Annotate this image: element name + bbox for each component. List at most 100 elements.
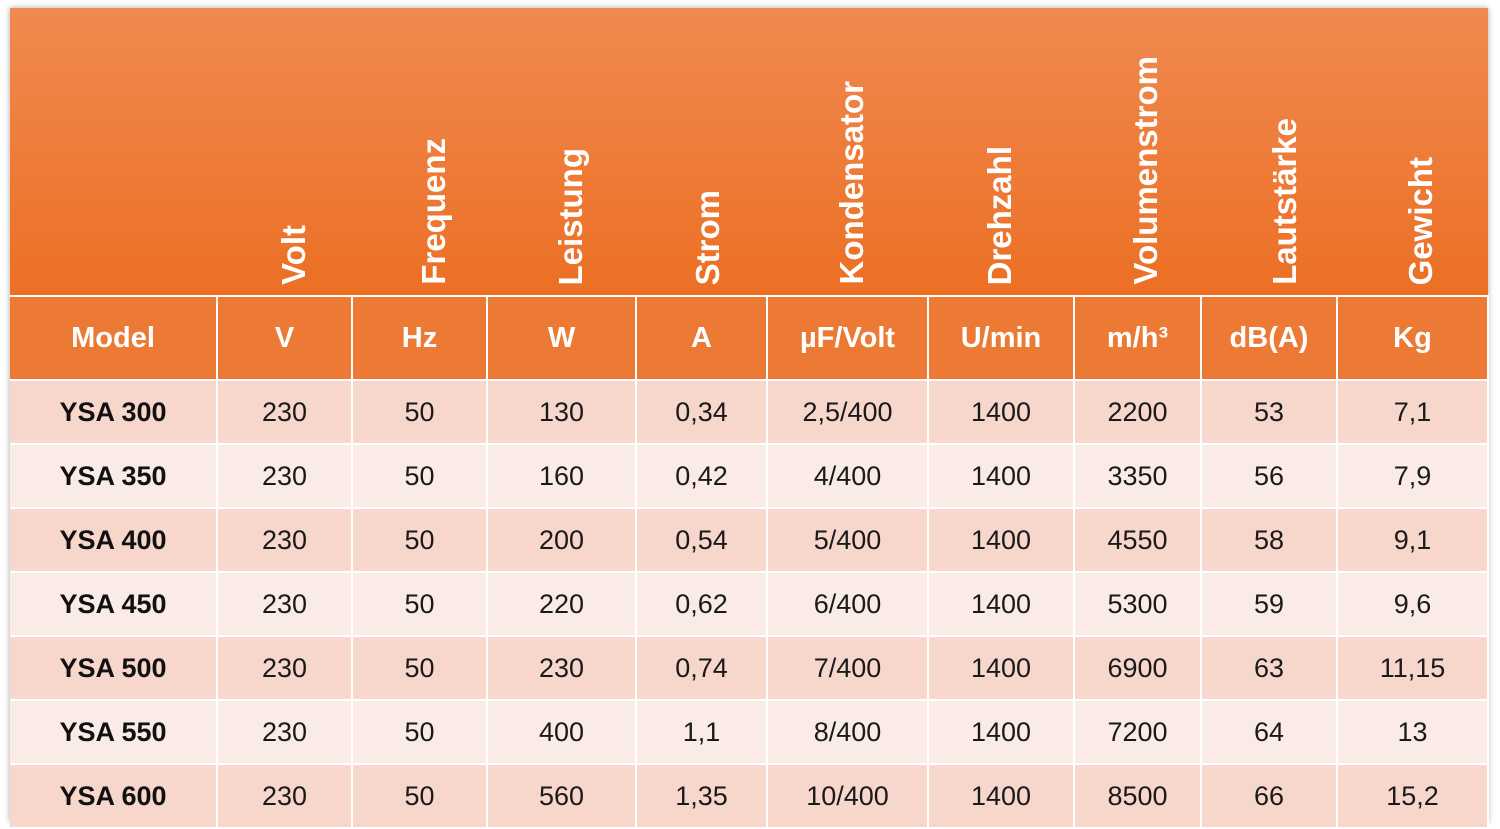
header-label-gewicht: Gewicht	[1402, 156, 1439, 285]
header-label-drehzahl: Drehzahl	[981, 145, 1018, 285]
cell-speed: 1400	[928, 700, 1075, 765]
cell-airflow: 4550	[1074, 508, 1202, 573]
cell-speed: 1400	[928, 380, 1075, 445]
cell-power: 160	[487, 444, 637, 509]
cell-speed: 1400	[928, 764, 1075, 829]
table-row: YSA 350 230 50 160 0,42 4/400 1400 3350 56 7,9	[10, 444, 1489, 509]
cell-volt: 230	[217, 636, 353, 701]
unit-cell-model: Model	[10, 295, 218, 381]
cell-airflow: 8500	[1074, 764, 1202, 829]
header-label-strom: Strom	[689, 189, 726, 285]
cell-noise: 63	[1201, 636, 1338, 701]
cell-speed: 1400	[928, 444, 1075, 509]
cell-current: 0,42	[636, 444, 768, 509]
cell-frequency: 50	[352, 636, 488, 701]
cell-weight: 15,2	[1337, 764, 1489, 829]
cell-airflow: 2200	[1074, 380, 1202, 445]
cell-current: 1,1	[636, 700, 768, 765]
table-row: YSA 450 230 50 220 0,62 6/400 1400 5300 59 9,6	[10, 572, 1489, 637]
cell-capacitor: 2,5/400	[767, 380, 929, 445]
cell-capacitor: 5/400	[767, 508, 929, 573]
cell-power: 230	[487, 636, 637, 701]
cell-model: YSA 450	[10, 572, 218, 637]
cell-power: 560	[487, 764, 637, 829]
header-label-kondensator: Kondensator	[833, 81, 870, 285]
header-label-frequenz: Frequenz	[415, 138, 452, 285]
cell-model: YSA 400	[10, 508, 218, 573]
cell-power: 400	[487, 700, 637, 765]
cell-frequency: 50	[352, 380, 488, 445]
unit-cell-speed: U/min	[928, 295, 1075, 381]
cell-noise: 66	[1201, 764, 1338, 829]
cell-airflow: 5300	[1074, 572, 1202, 637]
table-row: YSA 400 230 50 200 0,54 5/400 1400 4550 58 9,1	[10, 508, 1489, 573]
cell-power: 220	[487, 572, 637, 637]
cell-weight: 7,1	[1337, 380, 1489, 445]
cell-frequency: 50	[352, 508, 488, 573]
cell-model: YSA 600	[10, 764, 218, 829]
unit-cell-capacitor: µF/Volt	[767, 295, 929, 381]
cell-capacitor: 10/400	[767, 764, 929, 829]
cell-capacitor: 8/400	[767, 700, 929, 765]
spec-table-panel: Volt Frequenz Leistung Strom Kondensator…	[10, 8, 1489, 829]
cell-current: 0,34	[636, 380, 768, 445]
unit-cell-weight: Kg	[1337, 295, 1489, 381]
unit-cell-frequency: Hz	[352, 295, 488, 381]
cell-noise: 64	[1201, 700, 1338, 765]
cell-model: YSA 350	[10, 444, 218, 509]
cell-power: 130	[487, 380, 637, 445]
unit-cell-airflow: m/h³	[1074, 295, 1202, 381]
cell-model: YSA 300	[10, 380, 218, 445]
cell-noise: 53	[1201, 380, 1338, 445]
cell-weight: 11,15	[1337, 636, 1489, 701]
cell-volt: 230	[217, 572, 353, 637]
cell-weight: 7,9	[1337, 444, 1489, 509]
cell-current: 0,62	[636, 572, 768, 637]
cell-noise: 58	[1201, 508, 1338, 573]
cell-volt: 230	[217, 444, 353, 509]
cell-frequency: 50	[352, 572, 488, 637]
unit-cell-noise: dB(A)	[1201, 295, 1338, 381]
cell-airflow: 3350	[1074, 444, 1202, 509]
header-banner: Volt Frequenz Leistung Strom Kondensator…	[10, 8, 1488, 299]
cell-current: 0,74	[636, 636, 768, 701]
unit-cell-power: W	[487, 295, 637, 381]
cell-capacitor: 4/400	[767, 444, 929, 509]
cell-volt: 230	[217, 764, 353, 829]
cell-weight: 9,1	[1337, 508, 1489, 573]
cell-volt: 230	[217, 700, 353, 765]
header-label-volt: Volt	[275, 225, 312, 285]
cell-volt: 230	[217, 380, 353, 445]
cell-noise: 59	[1201, 572, 1338, 637]
cell-speed: 1400	[928, 636, 1075, 701]
table-row: YSA 500 230 50 230 0,74 7/400 1400 6900 63 11,15	[10, 636, 1489, 701]
cell-model: YSA 550	[10, 700, 218, 765]
units-row: Model V Hz W A µF/Volt U/min m/h³ dB(A) …	[10, 295, 1489, 381]
cell-frequency: 50	[352, 444, 488, 509]
cell-volt: 230	[217, 508, 353, 573]
table-row: YSA 550 230 50 400 1,1 8/400 1400 7200 64 13	[10, 700, 1489, 765]
header-label-lautstaerke: Lautstärke	[1266, 118, 1303, 285]
table-row: YSA 600 230 50 560 1,35 10/400 1400 8500 66 15,2	[10, 764, 1489, 829]
header-label-leistung: Leistung	[552, 147, 589, 286]
cell-current: 0,54	[636, 508, 768, 573]
spec-table: Model V Hz W A µF/Volt U/min m/h³ dB(A) …	[10, 295, 1489, 829]
cell-current: 1,35	[636, 764, 768, 829]
cell-speed: 1400	[928, 572, 1075, 637]
cell-weight: 13	[1337, 700, 1489, 765]
cell-frequency: 50	[352, 764, 488, 829]
cell-weight: 9,6	[1337, 572, 1489, 637]
cell-airflow: 7200	[1074, 700, 1202, 765]
cell-speed: 1400	[928, 508, 1075, 573]
unit-cell-volt: V	[217, 295, 353, 381]
cell-frequency: 50	[352, 700, 488, 765]
cell-noise: 56	[1201, 444, 1338, 509]
cell-airflow: 6900	[1074, 636, 1202, 701]
cell-capacitor: 7/400	[767, 636, 929, 701]
cell-power: 200	[487, 508, 637, 573]
cell-capacitor: 6/400	[767, 572, 929, 637]
cell-model: YSA 500	[10, 636, 218, 701]
unit-cell-current: A	[636, 295, 768, 381]
table-row: YSA 300 230 50 130 0,34 2,5/400 1400 2200 53 7,1	[10, 380, 1489, 445]
header-label-volumenstrom: Volumenstrom	[1127, 56, 1164, 285]
